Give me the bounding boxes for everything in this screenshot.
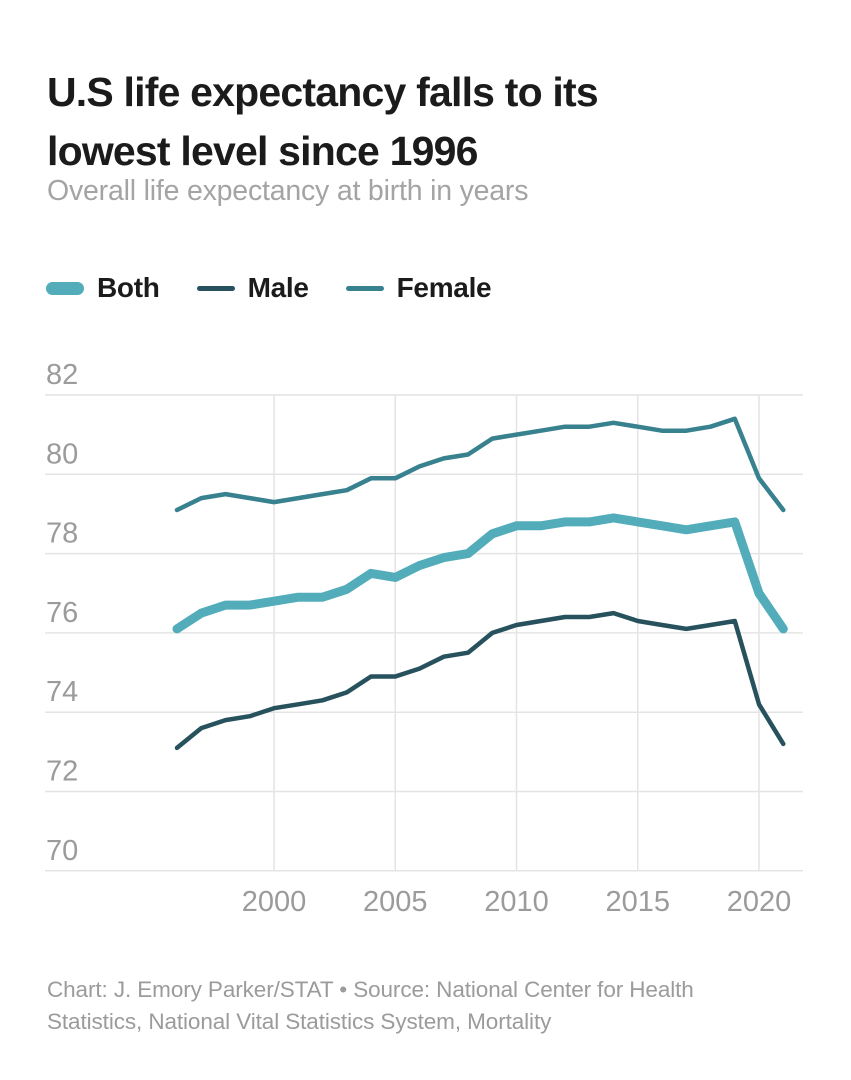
legend-label: Female [396, 272, 492, 303]
chart-credit: Chart: J. Emory Parker/STAT • Source: Na… [47, 974, 817, 1038]
legend-swatch-female [345, 285, 384, 291]
legend-item-female: Female [345, 272, 492, 304]
y-tick-label: 76 [46, 597, 78, 629]
legend-item-both: Both [46, 272, 160, 304]
x-tick-label: 2005 [363, 886, 428, 918]
credit-line2: Statistics, National Vital Statistics Sy… [47, 1009, 552, 1034]
series-line-male [174, 610, 786, 751]
x-tick-label: 2000 [242, 886, 307, 918]
series-line-female [174, 416, 786, 513]
legend-label: Both [97, 272, 160, 303]
series-line-both [172, 513, 788, 634]
y-tick-label: 74 [46, 676, 78, 708]
y-tick-label: 82 [46, 359, 78, 391]
chart-title-line2: lowest level since 1996 [47, 128, 478, 175]
legend: Both Male Female [46, 272, 528, 304]
legend-swatch-both [46, 281, 84, 295]
legend-label: Male [247, 272, 309, 303]
x-tick-label: 2020 [727, 886, 792, 918]
x-tick-label: 2015 [605, 886, 670, 918]
x-tick-label: 2010 [484, 886, 549, 918]
legend-item-male: Male [196, 272, 309, 304]
chart-title-line1: U.S life expectancy falls to its [47, 69, 599, 116]
legend-swatch-male [196, 285, 235, 291]
credit-line1: Chart: J. Emory Parker/STAT • Source: Na… [47, 977, 694, 1002]
chart-subtitle: Overall life expectancy at birth in year… [47, 175, 529, 207]
y-tick-label: 80 [46, 438, 78, 470]
y-tick-label: 78 [46, 518, 78, 550]
y-tick-label: 70 [46, 835, 78, 867]
y-tick-label: 72 [46, 756, 78, 788]
chart-title: U.S life expectancy falls to its lowest … [47, 63, 807, 181]
